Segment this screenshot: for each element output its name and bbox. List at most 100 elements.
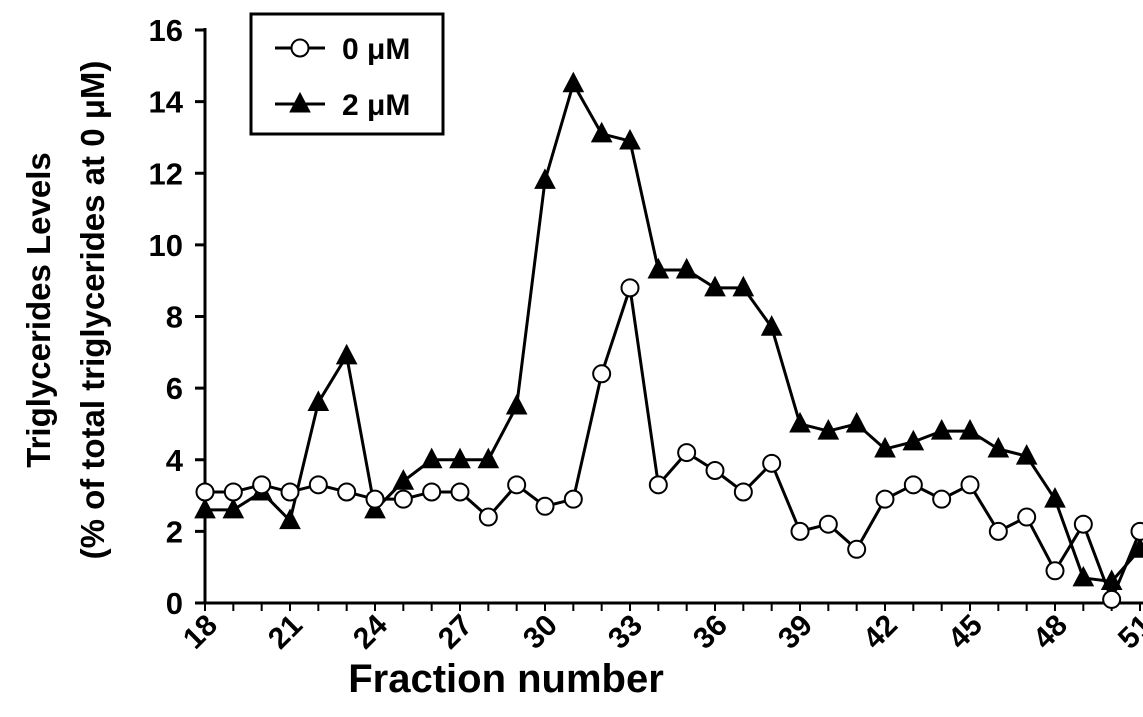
circle-marker xyxy=(1102,589,1122,609)
circle-marker xyxy=(762,453,782,473)
x-tick-label: 24 xyxy=(347,608,394,655)
x-tick-label: 18 xyxy=(177,609,224,656)
circle-marker xyxy=(308,475,328,495)
y-tick-label: 4 xyxy=(166,443,184,478)
x-tick-label: 39 xyxy=(772,609,819,656)
triangle-marker xyxy=(817,419,840,440)
circle-marker xyxy=(932,489,952,509)
circle-marker xyxy=(365,489,385,509)
triangle-marker xyxy=(289,91,311,113)
circle-marker xyxy=(818,514,838,534)
triangle-marker xyxy=(930,419,953,440)
x-tick-label: 51 xyxy=(1112,609,1143,656)
circle-marker xyxy=(790,521,810,541)
series-layer xyxy=(194,71,1143,609)
triangle-marker xyxy=(392,469,415,490)
circle-marker xyxy=(337,482,357,502)
circle-marker xyxy=(733,482,753,502)
circle-marker xyxy=(620,278,640,298)
circle-marker xyxy=(903,475,923,495)
triangle-marker xyxy=(619,128,641,150)
triangle-marker xyxy=(449,447,471,469)
circle-marker xyxy=(1073,514,1093,534)
triangle-marker xyxy=(902,429,925,451)
circle-marker xyxy=(450,482,470,502)
triangle-marker xyxy=(732,275,755,297)
triangle-marker xyxy=(789,411,811,433)
triangle-marker xyxy=(874,436,896,458)
circle-marker xyxy=(478,507,498,527)
x-tick-label: 36 xyxy=(687,609,734,656)
circle-marker xyxy=(960,475,980,495)
circle-marker xyxy=(223,482,243,502)
triangle-marker xyxy=(1015,444,1038,465)
triangle-marker xyxy=(647,257,670,279)
circle-marker xyxy=(1017,507,1037,527)
circle-marker xyxy=(507,475,527,495)
circle-marker xyxy=(535,496,555,516)
x-tick-label: 30 xyxy=(517,609,564,656)
y-tick-label: 6 xyxy=(166,371,183,406)
triangle-marker xyxy=(420,447,443,469)
triangle-marker xyxy=(959,419,981,440)
circle-marker xyxy=(422,482,442,502)
x-tick-label: 27 xyxy=(432,609,479,656)
series-line xyxy=(205,82,1142,584)
triangle-marker xyxy=(335,343,358,365)
y-tick-label: 8 xyxy=(166,300,183,335)
circle-marker xyxy=(393,489,413,509)
triangle-marker xyxy=(279,508,301,530)
triangle-marker xyxy=(704,275,726,297)
triangle-marker xyxy=(534,168,556,189)
triangle-marker xyxy=(987,436,1010,458)
y-tick-label: 10 xyxy=(149,228,183,263)
triangle-marker xyxy=(1072,565,1095,587)
x-tick-label: 42 xyxy=(857,609,904,656)
legend-box xyxy=(249,12,445,136)
y-tick-label: 16 xyxy=(149,13,183,48)
triangle-marker xyxy=(675,257,698,279)
series-line xyxy=(205,286,1142,601)
x-axis-title: Fraction number xyxy=(348,657,664,701)
triangle-marker xyxy=(562,71,585,93)
triangle-marker xyxy=(194,497,216,519)
circle-marker xyxy=(1130,521,1143,541)
triangle-marker xyxy=(1044,487,1066,508)
circle-marker xyxy=(988,521,1008,541)
y-tick-label: 12 xyxy=(149,156,183,191)
x-tick-label: 45 xyxy=(942,609,989,656)
legend: 0 μM 2 μM xyxy=(249,12,445,136)
y-tick-label: 2 xyxy=(166,514,183,549)
triangle-marker xyxy=(1129,537,1143,558)
triangle-marker xyxy=(307,390,330,411)
y-axis-title-line2: (% of total triglycerides at 0 μM) xyxy=(74,61,111,560)
triangle-marker xyxy=(505,393,528,415)
series-0uM xyxy=(195,278,1143,609)
x-tick-label: 48 xyxy=(1027,609,1074,656)
circle-marker xyxy=(705,460,725,480)
y-tick-label: 14 xyxy=(149,85,184,120)
circle-marker xyxy=(195,482,215,502)
triangle-marker xyxy=(845,411,868,433)
circle-marker xyxy=(563,489,583,509)
circle-marker xyxy=(648,475,668,495)
legend-label: 2 μM xyxy=(342,89,410,122)
circle-marker xyxy=(677,443,697,463)
x-tick-label: 33 xyxy=(602,609,649,656)
triangle-marker xyxy=(477,447,500,469)
triangle-marker xyxy=(590,121,613,143)
circle-marker xyxy=(280,482,300,502)
y-axis-title-line1: Triglycerides Levels xyxy=(20,152,57,468)
circle-marker xyxy=(252,475,272,495)
triangle-marker xyxy=(760,315,783,336)
circle-marker xyxy=(290,38,310,58)
circle-marker xyxy=(847,539,867,559)
circle-marker xyxy=(1045,561,1065,581)
legend-label: 0 μM xyxy=(342,33,410,66)
circle-marker xyxy=(592,364,612,384)
x-tick-label: 21 xyxy=(262,609,309,656)
y-tick-label: 0 xyxy=(166,586,183,621)
series-2uM xyxy=(194,71,1143,591)
triangle-marker xyxy=(222,497,245,519)
